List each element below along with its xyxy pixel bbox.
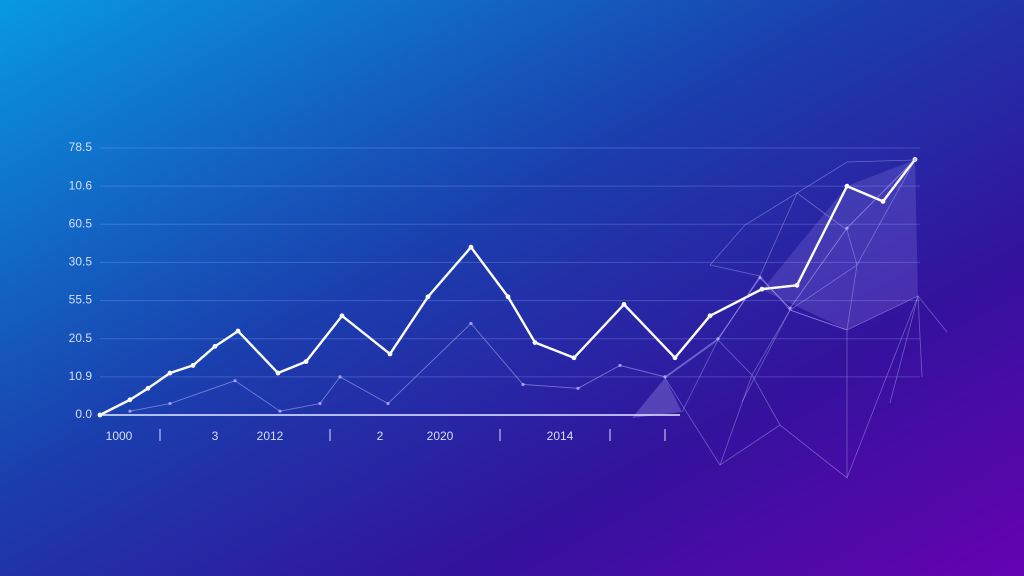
x-tick-label: 3 — [212, 429, 219, 443]
data-point — [425, 294, 431, 300]
x-tick-label: 1000 — [106, 429, 133, 443]
data-point — [663, 375, 667, 379]
data-point — [532, 340, 538, 345]
data-point — [758, 276, 762, 280]
y-tick-label: 10.6 — [69, 178, 93, 192]
data-point — [233, 379, 237, 383]
data-point — [505, 294, 511, 300]
y-tick-label: 60.5 — [69, 216, 93, 230]
x-tick-label: 2014 — [547, 429, 574, 443]
data-point — [788, 306, 792, 310]
data-point — [127, 397, 133, 403]
data-point — [278, 409, 282, 413]
data-point — [521, 382, 525, 387]
x-tick-label: 2020 — [427, 429, 454, 443]
data-point — [386, 401, 390, 406]
data-point — [338, 375, 342, 379]
data-point — [168, 401, 172, 406]
data-point — [844, 183, 850, 189]
data-point — [571, 355, 577, 361]
data-point — [212, 343, 218, 349]
x-tick-label: 2012 — [257, 429, 284, 443]
plot-area: 0.0 10.9 20.5 55.5 30.5 60.5 10.6 78.5 1000 3 2012… — [69, 140, 920, 443]
y-tick-label: 20.5 — [69, 331, 93, 345]
data-point — [707, 313, 713, 319]
y-tick-label: 78.5 — [69, 140, 93, 154]
y-tick-label: 30.5 — [69, 255, 93, 269]
data-point — [387, 351, 393, 357]
x-tick-label: 2 — [377, 429, 384, 443]
main-line — [99, 158, 916, 417]
data-point — [468, 244, 474, 250]
decorative-network — [632, 159, 948, 479]
data-point — [339, 313, 345, 319]
data-point — [303, 359, 309, 364]
data-point — [618, 363, 622, 368]
data-point — [190, 363, 196, 368]
data-point — [235, 328, 241, 334]
data-point — [167, 370, 173, 376]
y-tick-label: 55.5 — [69, 293, 93, 307]
data-point — [275, 370, 281, 376]
data-point — [145, 385, 151, 391]
data-point — [621, 301, 627, 307]
y-tick-label: 0.0 — [75, 407, 92, 421]
data-point — [97, 412, 103, 418]
data-point — [318, 401, 322, 406]
data-point — [845, 226, 849, 230]
data-point — [716, 337, 720, 341]
data-point — [880, 199, 886, 204]
data-point — [469, 321, 473, 326]
data-point — [759, 286, 765, 292]
y-tick-label: 10.9 — [69, 369, 93, 383]
data-point — [794, 282, 800, 288]
data-point — [672, 355, 678, 361]
data-point — [128, 409, 132, 413]
data-point — [913, 157, 917, 162]
data-point — [576, 386, 580, 390]
